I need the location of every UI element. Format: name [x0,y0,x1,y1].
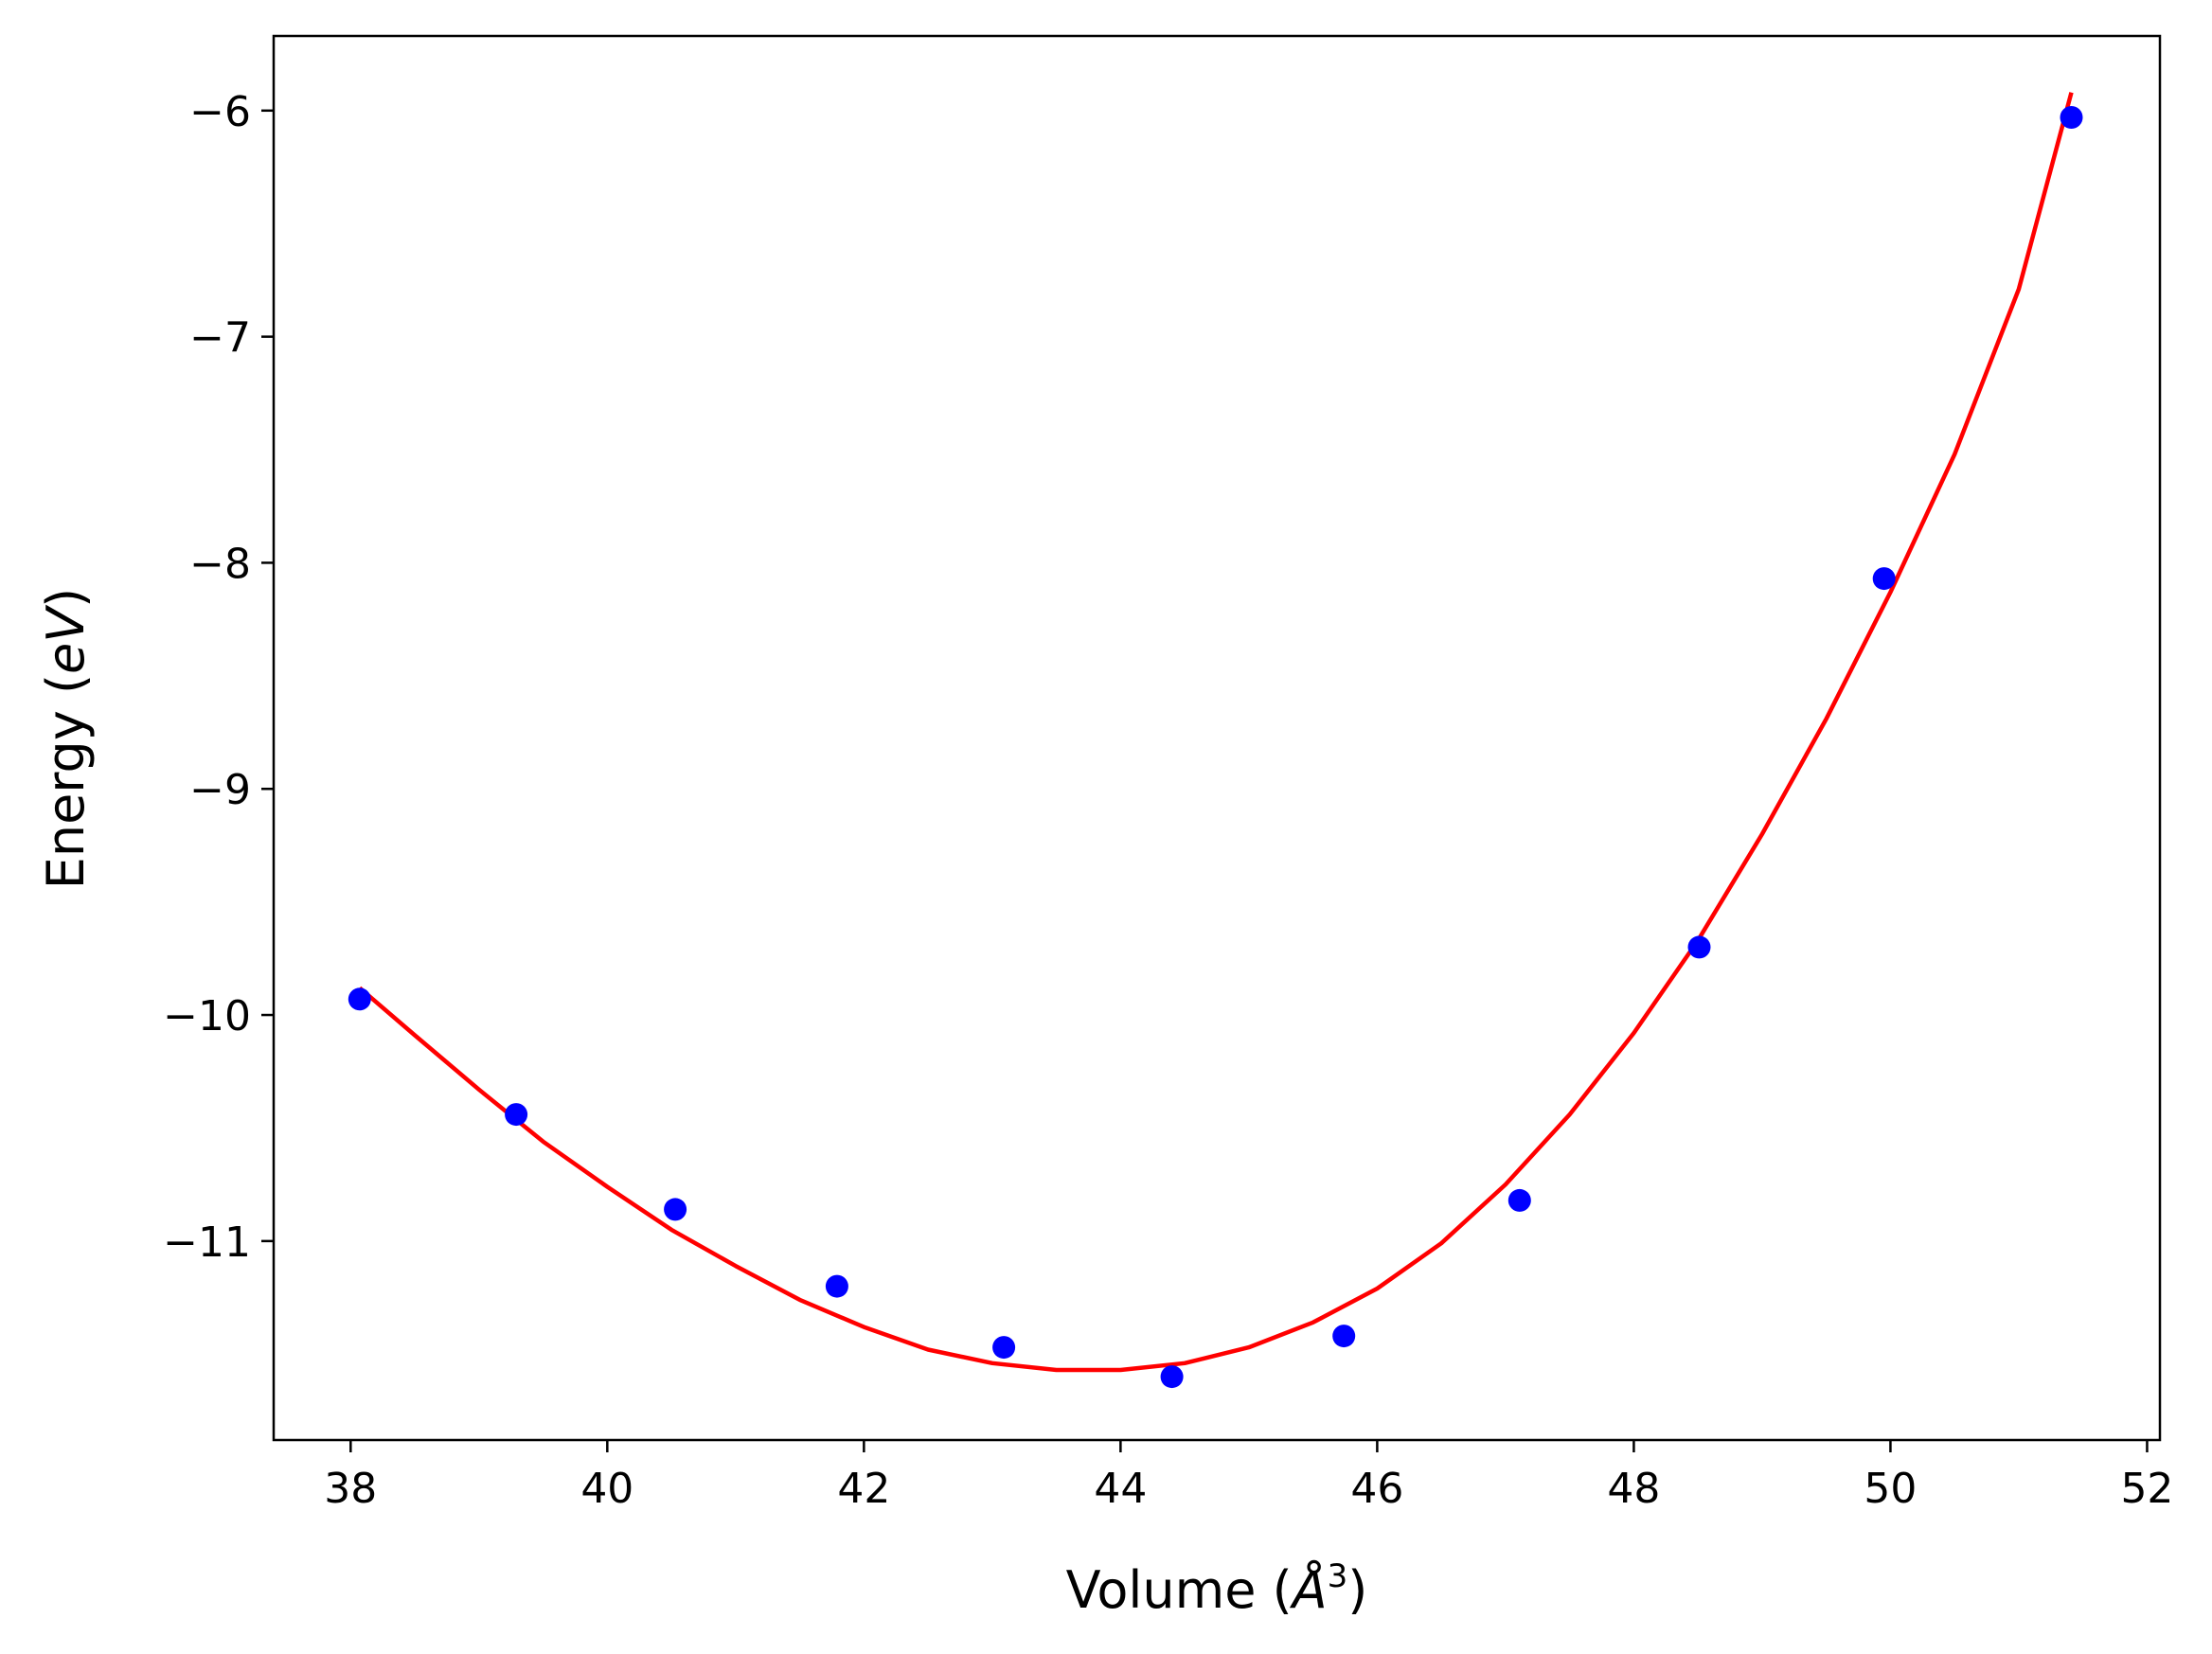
x-tick-label: 52 [2120,1465,2173,1513]
y-tick-label: −11 [163,1218,251,1267]
fit-curve [358,92,2074,1373]
data-points-layer [348,106,2083,1389]
x-axis-label: Volume (Å3) [1066,1557,1368,1620]
y-tick-label: −8 [189,540,251,588]
y-axis: −6 −7 −8 −9 −10 −11 [163,88,274,1267]
data-point [1687,935,1711,959]
data-point [505,1103,528,1127]
data-point [992,1336,1016,1360]
x-tick-label: 42 [837,1465,890,1513]
data-point [1332,1325,1356,1348]
data-point [1160,1365,1184,1389]
x-tick-label: 50 [1864,1465,1917,1513]
data-point [1872,567,1896,591]
fit-curve-layer [358,92,2074,1373]
x-tick-label: 38 [324,1465,377,1513]
data-point [2060,106,2083,129]
y-axis-label: Energy (eV) [36,588,96,890]
x-tick-label: 46 [1350,1465,1403,1513]
data-point [825,1274,848,1298]
x-tick-label: 40 [580,1465,633,1513]
plot-frame [272,34,2162,1442]
plot-area [274,36,2160,1440]
x-axis: 38 40 42 44 46 48 50 52 [324,1440,2173,1513]
data-point [348,987,371,1011]
y-tick-label: −7 [189,314,251,363]
x-tick-label: 44 [1094,1465,1147,1513]
y-tick-label: −6 [189,88,251,136]
x-tick-label: 48 [1607,1465,1660,1513]
data-point [1507,1188,1531,1212]
y-tick-label: −10 [163,992,251,1040]
data-point [664,1198,687,1221]
y-tick-label: −9 [189,766,251,814]
